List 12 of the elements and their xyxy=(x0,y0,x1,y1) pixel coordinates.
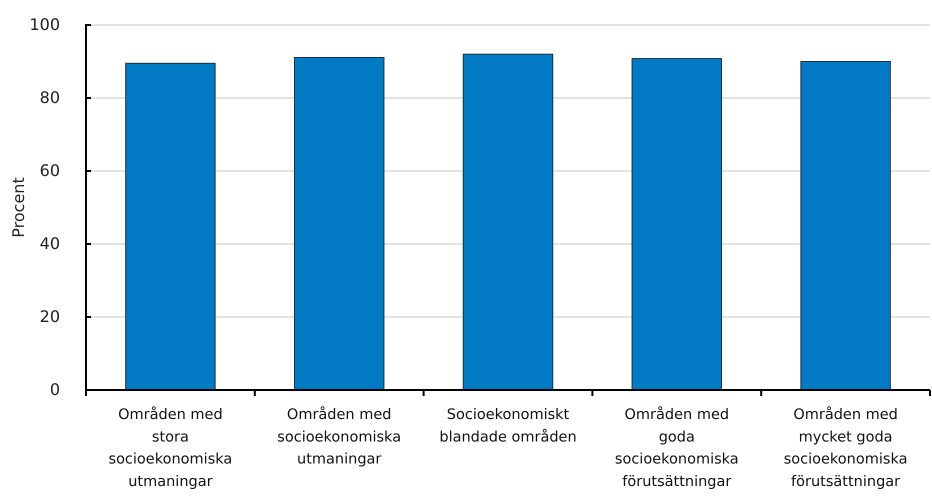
x-tick-label: Områden med mycket goda socioekonomiska förutsättningar xyxy=(784,406,908,490)
y-tick-label: 0 xyxy=(50,380,60,400)
y-axis-title: Procent xyxy=(9,177,28,238)
x-tick-label: Områden med goda socioekonomiska förutsättningar xyxy=(614,406,739,490)
y-tick-label: 20 xyxy=(40,307,60,326)
y-tick-label: 60 xyxy=(40,161,60,180)
x-tick-label: Områden med socioekonomiska utmaningar xyxy=(277,406,402,468)
y-tick-label: 100 xyxy=(29,15,60,34)
x-tick-label: Områden med stora socioekonomiska utmaningar xyxy=(108,406,232,490)
x-tick-label: Socioekonomiskt blandade områden xyxy=(439,407,577,446)
y-tick-label: 40 xyxy=(40,234,60,254)
y-tick-label: 80 xyxy=(40,88,60,108)
